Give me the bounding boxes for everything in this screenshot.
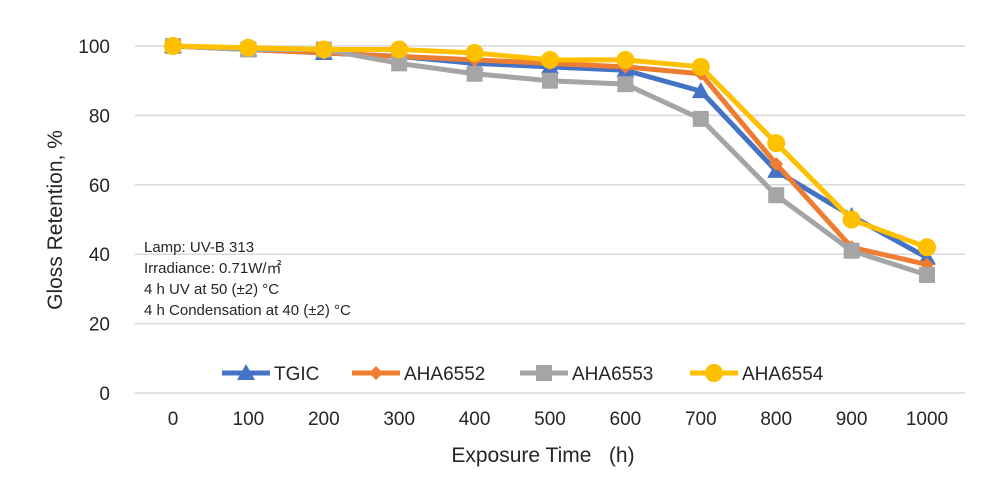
x-tick-label: 400 [459, 409, 491, 430]
data-point [918, 248, 936, 265]
data-point [466, 65, 483, 82]
data-point [239, 38, 258, 57]
series-aha6554 [164, 37, 936, 257]
legend-label: AHA6552 [404, 364, 485, 385]
legend-label: AHA6554 [742, 364, 824, 385]
data-point [164, 37, 182, 55]
x-tick-label: 1000 [906, 409, 948, 430]
y-tick-label: 80 [89, 106, 110, 127]
legend-item-aha6552[interactable]: AHA6552 [352, 364, 485, 385]
y-tick-label: 100 [78, 37, 110, 58]
x-axis-label: Exposure Time (h) [451, 444, 634, 467]
legend-item-tgic[interactable]: TGIC [222, 364, 319, 385]
x-tick-label: 200 [308, 409, 340, 430]
data-point [390, 40, 409, 59]
data-point [918, 238, 936, 257]
x-tick-label: 600 [610, 409, 642, 430]
x-tick-label: 900 [836, 409, 868, 430]
data-point [691, 57, 710, 76]
y-tick-label: 60 [89, 176, 110, 197]
data-point [767, 134, 786, 153]
legend-marker [536, 365, 552, 381]
y-tick-label: 0 [99, 384, 110, 405]
series-aha6553 [165, 38, 935, 284]
data-point [692, 110, 709, 127]
data-point [465, 43, 484, 62]
x-tick-label: 300 [383, 409, 415, 430]
x-tick-label: 700 [685, 409, 717, 430]
annotation-line: Irradiance: 0.71W/㎡ [144, 260, 282, 277]
data-point [617, 76, 634, 93]
data-point [769, 156, 784, 171]
data-point [919, 267, 935, 284]
data-point [691, 82, 710, 99]
legend-label: AHA6553 [572, 364, 653, 385]
x-tick-label: 0 [168, 409, 179, 430]
annotation-line: Lamp: UV-B 313 [144, 239, 254, 256]
y-tick-label: 20 [89, 315, 110, 336]
annotation-line: 4 h Condensation at 40 (±2) °C [144, 302, 351, 319]
data-point [842, 210, 861, 229]
x-tick-label: 800 [760, 409, 792, 430]
legend-item-aha6554[interactable]: AHA6554 [690, 364, 824, 385]
data-point [314, 40, 333, 59]
annotation-line: 4 h UV at 50 (±2) °C [144, 281, 279, 298]
legend-marker [705, 364, 723, 382]
data-point [541, 50, 559, 69]
x-tick-label: 500 [534, 409, 566, 430]
data-point [542, 72, 558, 89]
legend-marker [237, 364, 255, 380]
data-point [768, 187, 785, 204]
y-axis-label: Gloss Retention, % [44, 130, 67, 310]
data-point [843, 242, 860, 259]
x-tick-label: 100 [233, 409, 265, 430]
legend-item-aha6553[interactable]: AHA6553 [520, 364, 653, 385]
legend-label: TGIC [274, 364, 319, 385]
legend-marker [369, 366, 383, 380]
y-tick-label: 40 [89, 245, 110, 266]
data-point [616, 50, 635, 69]
data-point [391, 55, 408, 72]
